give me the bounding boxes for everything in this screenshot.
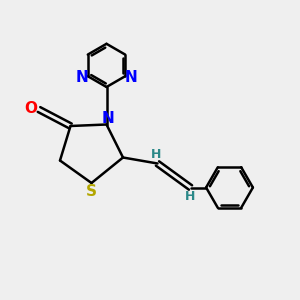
Text: O: O (24, 100, 37, 116)
Text: N: N (102, 111, 114, 126)
Text: H: H (185, 190, 196, 203)
Text: N: N (124, 70, 137, 85)
Text: N: N (76, 70, 89, 85)
Text: H: H (151, 148, 161, 161)
Text: S: S (86, 184, 97, 199)
